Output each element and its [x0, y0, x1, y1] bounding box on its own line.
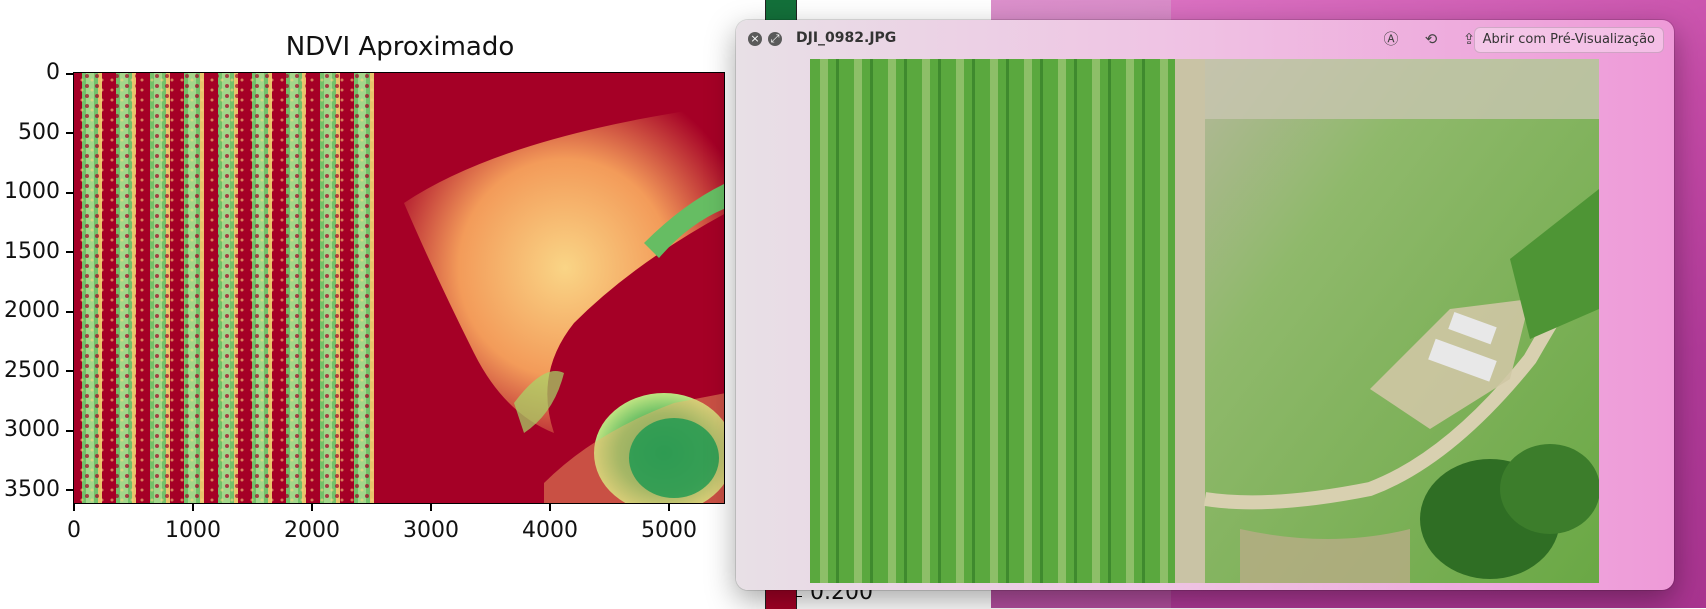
y-tick-label: 500 — [18, 120, 60, 145]
colorbar-top — [765, 0, 797, 21]
colorbar-tick — [796, 596, 802, 597]
x-tick-mark — [430, 504, 432, 511]
close-icon[interactable]: × — [748, 32, 762, 46]
fullscreen-icon[interactable]: ⤢ — [768, 32, 782, 46]
rotate-icon[interactable]: ⟲ — [1424, 30, 1438, 48]
figure-title: NDVI Aproximado — [285, 32, 515, 62]
y-tick-mark — [66, 251, 73, 253]
y-tick-label: 1000 — [4, 179, 60, 204]
x-tick-mark — [549, 504, 551, 511]
y-tick-label: 2500 — [4, 358, 60, 383]
y-tick-mark — [66, 370, 73, 372]
ndvi-image — [73, 72, 725, 504]
y-tick-mark — [66, 311, 73, 313]
y-tick-mark — [66, 132, 73, 134]
y-tick-mark — [66, 489, 73, 491]
y-tick-label: 3000 — [4, 417, 60, 442]
y-tick-mark — [66, 192, 73, 194]
y-tick-mark — [66, 73, 73, 75]
x-tick-mark — [311, 504, 313, 511]
x-tick-mark — [668, 504, 670, 511]
markup-icon[interactable]: Ⓐ — [1383, 30, 1399, 48]
x-tick-label: 2000 — [284, 518, 340, 543]
open-with-preview-button[interactable]: Abrir com Pré-Visualização — [1473, 27, 1664, 53]
x-tick-label: 4000 — [522, 518, 578, 543]
x-tick-label: 0 — [67, 518, 81, 543]
y-tick-mark — [66, 430, 73, 432]
quicklook-window: × ⤢ DJI_0982.JPG Ⓐ ⟲ ⇪ Abrir com Pré-Vis… — [736, 20, 1674, 590]
x-tick-label: 1000 — [165, 518, 221, 543]
window-title: DJI_0982.JPG — [796, 30, 897, 46]
y-tick-label: 2000 — [4, 298, 60, 323]
x-tick-mark — [73, 504, 75, 511]
quicklook-titlebar[interactable]: × ⤢ DJI_0982.JPG Ⓐ ⟲ ⇪ Abrir com Pré-Vis… — [736, 20, 1674, 58]
x-tick-label: 5000 — [641, 518, 697, 543]
x-tick-label: 3000 — [403, 518, 459, 543]
x-tick-mark — [192, 504, 194, 511]
y-tick-label: 0 — [46, 60, 60, 85]
aerial-photo — [810, 59, 1599, 583]
y-tick-label: 1500 — [4, 239, 60, 264]
share-icon[interactable]: ⇪ — [1462, 30, 1476, 48]
y-tick-label: 3500 — [4, 477, 60, 502]
